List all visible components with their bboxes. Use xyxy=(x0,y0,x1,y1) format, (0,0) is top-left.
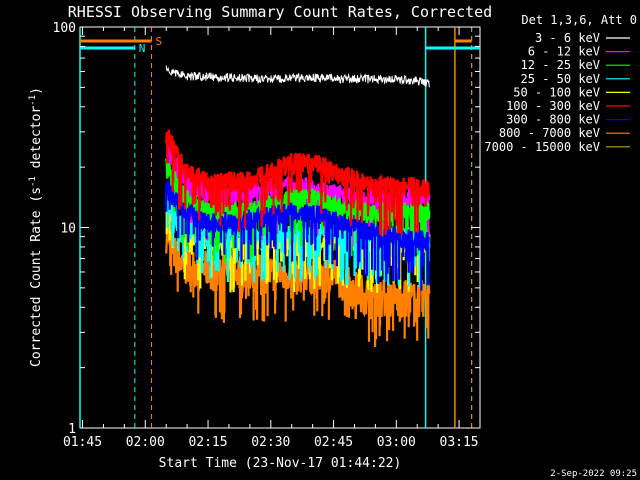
x-tick-label-3: 02:30 xyxy=(251,435,290,450)
legend-label-6: 300 - 800 keV xyxy=(506,113,600,127)
x-tick-label-6: 03:15 xyxy=(440,435,479,450)
y-axis-label: Corrected Count Rate (s-1 detector-1) xyxy=(28,87,44,367)
y-axis-label-mid: detector xyxy=(29,106,44,177)
legend-label-5: 100 - 300 keV xyxy=(506,99,600,113)
legend-label-1: 6 - 12 keV xyxy=(528,45,600,59)
x-axis-label: Start Time (23-Nov-17 01:44:22) xyxy=(159,456,402,471)
saa-label: S xyxy=(156,35,163,48)
plot-frame xyxy=(79,26,481,429)
legend-label-0: 3 - 6 keV xyxy=(535,31,600,45)
series-line-6 xyxy=(165,180,431,291)
y-tick-label-1: 10 xyxy=(60,222,76,237)
x-tick-label-1: 02:00 xyxy=(126,435,165,450)
legend-label-8: 7000 - 15000 keV xyxy=(484,140,600,154)
y-tick-label-0: 1 xyxy=(68,422,76,437)
legend-label-7: 800 - 7000 keV xyxy=(499,126,600,140)
footer-date: 2-Sep-2022 09:25 xyxy=(550,469,637,479)
series-line-0 xyxy=(165,65,430,88)
chart-title: RHESSI Observing Summary Count Rates, Co… xyxy=(68,3,492,21)
y-axis-label-main: Corrected Count Rate (s xyxy=(29,187,44,367)
x-tick-label-5: 03:00 xyxy=(377,435,416,450)
x-tick-label-0: 01:45 xyxy=(63,435,102,450)
y-axis-label-sup1: -1 xyxy=(28,176,38,187)
legend-label-2: 12 - 25 keV xyxy=(521,58,600,72)
svg-text:Corrected Count Rate (s-1 dete: Corrected Count Rate (s-1 detector-1) xyxy=(28,87,44,367)
y-axis-label-sup2: -1 xyxy=(28,95,38,106)
series-line-5 xyxy=(165,129,431,236)
x-tick-label-2: 02:15 xyxy=(188,435,227,450)
legend-header: Det 1,3,6, Att 0 xyxy=(521,13,637,27)
y-axis-label-end: ) xyxy=(29,87,44,95)
legend-label-3: 25 - 50 keV xyxy=(521,72,600,86)
legend-label-4: 50 - 100 keV xyxy=(513,85,600,99)
y-tick-label-2: 100 xyxy=(53,21,76,36)
night-label: N xyxy=(139,42,146,55)
x-tick-label-4: 02:45 xyxy=(314,435,353,450)
